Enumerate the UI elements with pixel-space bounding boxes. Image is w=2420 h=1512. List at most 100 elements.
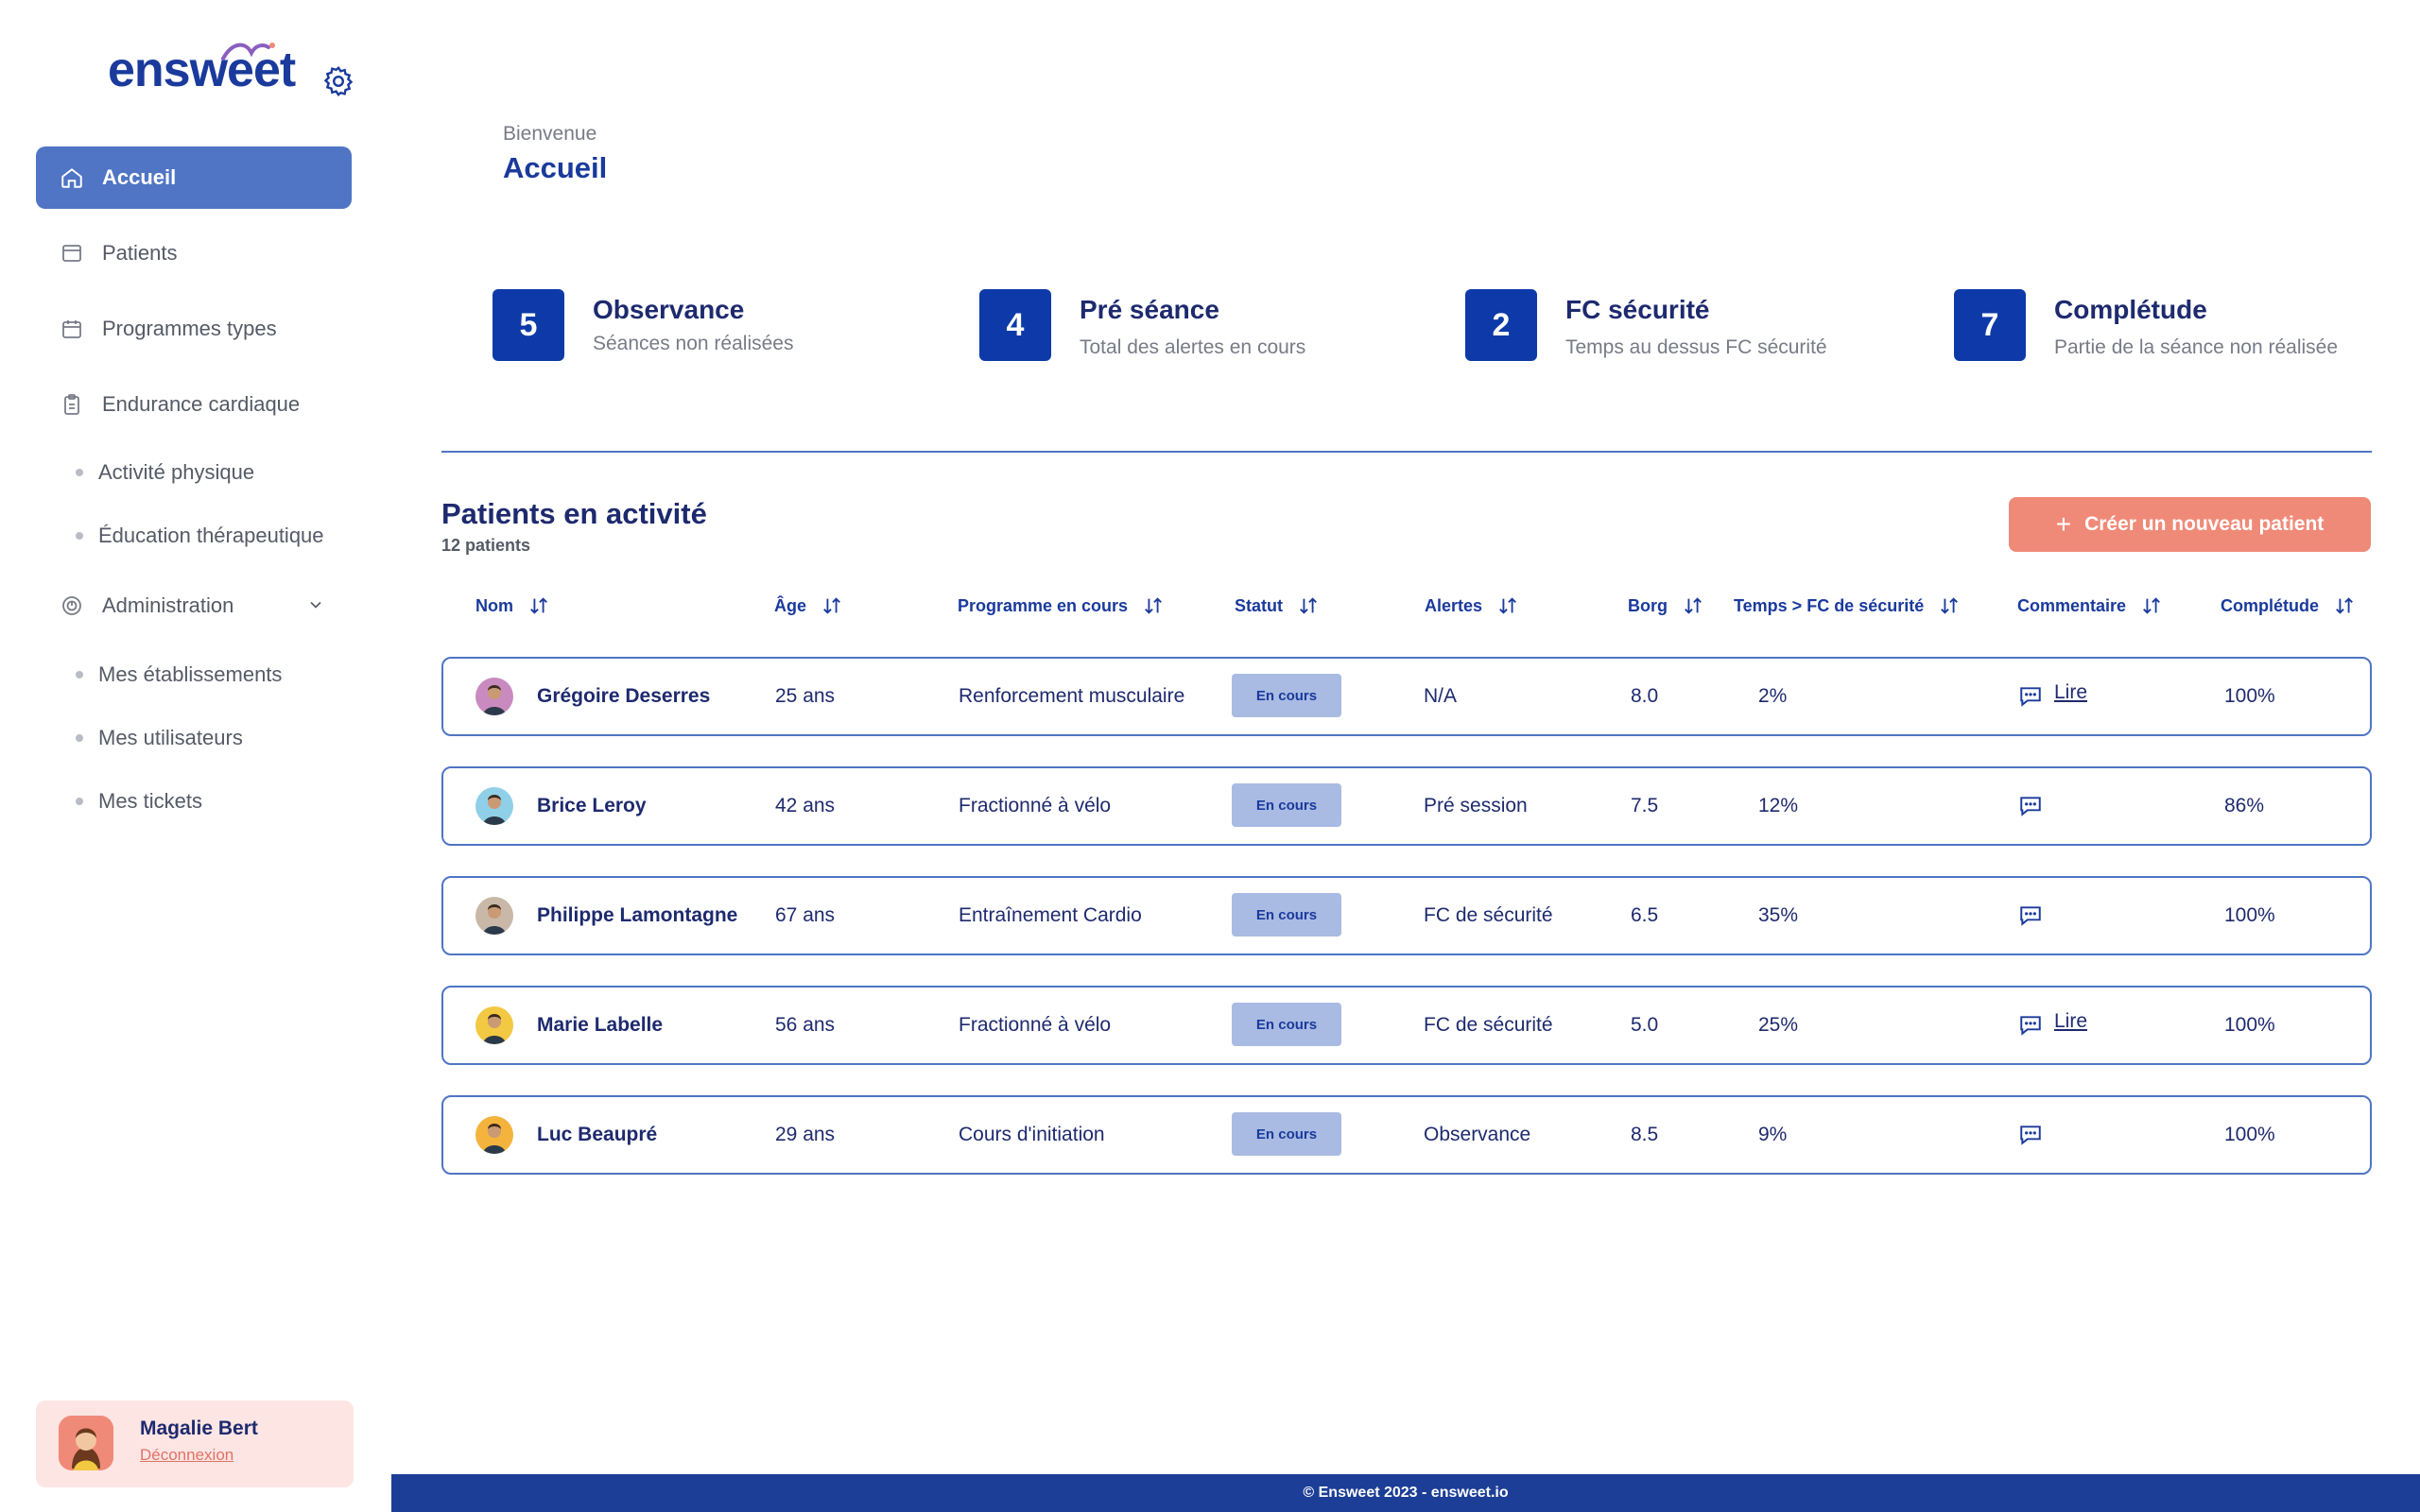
comment-icon[interactable] xyxy=(2018,1124,2043,1151)
comment-icon[interactable] xyxy=(2018,795,2043,822)
sidebar-subitem-tickets[interactable]: Mes tickets xyxy=(76,789,202,814)
sort-icon[interactable] xyxy=(1683,595,1703,616)
cell-time: 9% xyxy=(1758,1124,1788,1145)
sidebar-item-accueil[interactable]: Accueil xyxy=(36,146,352,209)
logo[interactable]: ensweet xyxy=(108,42,296,98)
folder-icon xyxy=(59,240,85,266)
column-header[interactable]: Programme en cours xyxy=(958,595,1164,616)
stat-subtitle: Séances non réalisées xyxy=(593,333,794,354)
column-header[interactable]: Nom xyxy=(475,595,549,616)
user-avatar xyxy=(59,1416,113,1470)
read-comment-link[interactable]: Lire xyxy=(2054,681,2088,703)
power-icon xyxy=(59,593,85,619)
sidebar-subitem-label: Mes tickets xyxy=(98,789,203,813)
bullet-dot xyxy=(76,734,83,742)
sidebar-subitem-education[interactable]: Éducation thérapeutique xyxy=(76,524,324,548)
table-row[interactable]: Grégoire Deserres 25 ans Renforcement musc… xyxy=(441,657,2372,736)
bullet-dot xyxy=(76,469,83,476)
create-patient-label: Créer un nouveau patient xyxy=(2084,513,2325,535)
sidebar-subitem-utilisateurs[interactable]: Mes utilisateurs xyxy=(76,726,243,750)
column-header-label: Borg xyxy=(1628,595,1668,615)
sort-icon[interactable] xyxy=(2334,595,2355,616)
status-badge: En cours xyxy=(1232,1112,1341,1156)
create-patient-button[interactable]: + Créer un nouveau patient xyxy=(2009,497,2371,552)
logo-arc-icon xyxy=(221,43,275,60)
table-row[interactable]: Marie Labelle 56 ans Fractionné à vélo FC d… xyxy=(441,986,2372,1065)
column-header-label: Nom xyxy=(475,595,513,615)
column-header[interactable]: Complétude xyxy=(2221,595,2355,616)
table-row[interactable]: Brice Leroy 42 ans Fractionné à vélo Pré se… xyxy=(441,766,2372,846)
cell-name[interactable]: Luc Beaupré xyxy=(537,1124,658,1145)
sidebar: ensweet Accueil Patients Programmes type… xyxy=(0,0,391,1512)
sort-icon[interactable] xyxy=(2141,595,2162,616)
section-title: Patients en activité xyxy=(441,497,707,530)
column-header[interactable]: Borg xyxy=(1628,595,1703,616)
sidebar-item-endurance[interactable]: Endurance cardiaque xyxy=(36,373,352,436)
sort-icon[interactable] xyxy=(528,595,549,616)
stat-value: 2 xyxy=(1465,289,1537,361)
cell-name[interactable]: Marie Labelle xyxy=(537,1014,664,1036)
sidebar-subitem-etablissements[interactable]: Mes établissements xyxy=(76,662,282,687)
sort-icon[interactable] xyxy=(1497,595,1518,616)
comment-icon[interactable] xyxy=(2018,1014,2043,1041)
cell-completion: 100% xyxy=(2224,1014,2275,1036)
column-header[interactable]: Âge xyxy=(774,595,842,616)
sidebar-item-patients[interactable]: Patients xyxy=(36,222,352,284)
cell-alert: FC de sécurité xyxy=(1424,1014,1553,1036)
status-badge: En cours xyxy=(1232,1003,1341,1046)
settings-gear-icon[interactable] xyxy=(321,64,355,98)
cell-name[interactable]: Philippe Lamontagne xyxy=(537,904,738,926)
cell-age: 42 ans xyxy=(775,795,836,816)
column-header[interactable]: Statut xyxy=(1235,595,1319,616)
sort-icon[interactable] xyxy=(821,595,842,616)
cell-completion: 100% xyxy=(2224,685,2275,707)
stat-subtitle: Temps au dessus FC sécurité xyxy=(1565,336,1827,358)
patient-avatar xyxy=(475,1116,513,1154)
column-header[interactable]: Alertes xyxy=(1425,595,1518,616)
table-row[interactable]: Luc Beaupré 29 ans Cours d'initiation Obser… xyxy=(441,1095,2372,1175)
sidebar-item-label: Administration xyxy=(102,593,234,617)
read-comment-link[interactable]: Lire xyxy=(2054,1010,2088,1032)
sidebar-item-programmes[interactable]: Programmes types xyxy=(36,298,352,360)
home-icon xyxy=(59,164,85,191)
logo-text: ensweet xyxy=(108,43,296,97)
stat-subtitle: Total des alertes en cours xyxy=(1080,336,1306,358)
table-row[interactable]: Philippe Lamontagne 67 ans Entraînement Ca… xyxy=(441,876,2372,955)
sort-icon[interactable] xyxy=(1143,595,1164,616)
sidebar-subitem-activite[interactable]: Activité physique xyxy=(76,460,254,485)
stat-title: Pré séance xyxy=(1080,295,1219,324)
cell-age: 29 ans xyxy=(775,1124,836,1145)
cell-borg: 6.5 xyxy=(1631,904,1659,926)
cell-program: Entraînement Cardio xyxy=(959,904,1142,926)
cell-alert: Observance xyxy=(1424,1124,1531,1145)
column-header-label: Statut xyxy=(1235,595,1283,615)
footer-text: © Ensweet 2023 - ensweet.io xyxy=(1303,1485,1509,1501)
cell-age: 25 ans xyxy=(775,685,836,707)
cell-alert: Pré session xyxy=(1424,795,1528,816)
sort-icon[interactable] xyxy=(1939,595,1960,616)
footer: © Ensweet 2023 - ensweet.io xyxy=(391,1474,2420,1512)
section-divider xyxy=(441,451,2372,453)
logout-link[interactable]: Déconnexion xyxy=(140,1446,234,1464)
comment-icon[interactable] xyxy=(2018,685,2043,713)
cell-time: 35% xyxy=(1758,904,1799,926)
chevron-down-icon[interactable] xyxy=(306,595,325,619)
cell-borg: 5.0 xyxy=(1631,1014,1659,1036)
comment-icon[interactable] xyxy=(2018,904,2043,932)
stat-completude: 7 Complétude Partie de la séance non réa… xyxy=(1954,289,2338,361)
cell-name[interactable]: Grégoire Deserres xyxy=(537,685,711,707)
status-badge: En cours xyxy=(1232,783,1341,827)
stat-value: 5 xyxy=(493,289,564,361)
column-header[interactable]: Temps > FC de sécurité xyxy=(1734,595,1960,616)
patient-avatar xyxy=(475,787,513,825)
plus-icon: + xyxy=(2055,509,2072,539)
sort-icon[interactable] xyxy=(1298,595,1319,616)
column-header[interactable]: Commentaire xyxy=(2017,595,2162,616)
patient-avatar xyxy=(475,1006,513,1044)
stat-pre-seance: 4 Pré séance Total des alertes en cours xyxy=(979,289,1305,361)
cell-completion: 100% xyxy=(2224,1124,2275,1145)
cell-program: Renforcement musculaire xyxy=(959,685,1185,707)
cell-name[interactable]: Brice Leroy xyxy=(537,795,647,816)
sidebar-item-administration[interactable]: Administration xyxy=(36,575,352,637)
cell-program: Cours d'initiation xyxy=(959,1124,1105,1145)
